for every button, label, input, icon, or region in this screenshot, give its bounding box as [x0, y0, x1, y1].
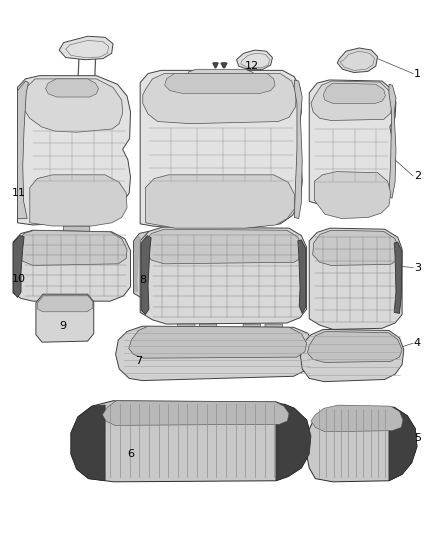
Polygon shape — [129, 326, 307, 358]
Polygon shape — [13, 236, 24, 297]
Polygon shape — [311, 405, 403, 432]
Polygon shape — [276, 404, 311, 481]
Polygon shape — [243, 324, 261, 340]
Polygon shape — [141, 236, 151, 314]
Polygon shape — [18, 81, 28, 219]
Polygon shape — [38, 295, 93, 312]
Polygon shape — [314, 172, 391, 219]
Polygon shape — [145, 229, 303, 264]
Polygon shape — [140, 227, 307, 324]
Polygon shape — [102, 401, 289, 425]
Text: 12: 12 — [245, 61, 259, 71]
Text: 1: 1 — [414, 69, 421, 78]
Text: 7: 7 — [135, 357, 142, 366]
Text: 9: 9 — [59, 321, 66, 331]
Polygon shape — [165, 74, 275, 93]
Polygon shape — [311, 81, 392, 120]
Polygon shape — [140, 70, 302, 228]
Text: 3: 3 — [414, 263, 421, 272]
Polygon shape — [389, 84, 396, 198]
Polygon shape — [294, 80, 302, 219]
Polygon shape — [313, 230, 399, 265]
Text: 6: 6 — [127, 449, 134, 459]
Polygon shape — [309, 80, 396, 208]
Polygon shape — [394, 242, 402, 313]
Text: 11: 11 — [12, 188, 26, 198]
Polygon shape — [298, 240, 306, 313]
Polygon shape — [59, 36, 113, 60]
Polygon shape — [13, 230, 131, 301]
Polygon shape — [71, 405, 105, 481]
Polygon shape — [188, 69, 253, 83]
Polygon shape — [53, 301, 88, 317]
Polygon shape — [199, 324, 217, 340]
Text: 8: 8 — [139, 276, 146, 285]
Text: 5: 5 — [414, 433, 421, 443]
Polygon shape — [30, 175, 127, 226]
Polygon shape — [177, 324, 195, 340]
Polygon shape — [116, 326, 314, 381]
Polygon shape — [337, 48, 378, 72]
Text: 10: 10 — [12, 274, 26, 284]
Polygon shape — [309, 228, 402, 329]
Polygon shape — [17, 230, 127, 265]
Polygon shape — [134, 231, 159, 298]
Polygon shape — [46, 79, 99, 97]
Polygon shape — [143, 74, 296, 124]
Text: 2: 2 — [414, 171, 421, 181]
Polygon shape — [71, 401, 311, 482]
Polygon shape — [64, 226, 90, 244]
Polygon shape — [307, 332, 402, 362]
Polygon shape — [265, 324, 283, 340]
Text: 4: 4 — [414, 338, 421, 348]
Polygon shape — [237, 50, 272, 69]
Polygon shape — [389, 407, 417, 481]
Polygon shape — [134, 236, 141, 292]
Polygon shape — [145, 175, 294, 228]
Polygon shape — [36, 294, 94, 342]
Polygon shape — [21, 79, 123, 132]
Polygon shape — [18, 76, 131, 225]
Polygon shape — [307, 406, 417, 482]
Polygon shape — [300, 329, 404, 382]
Polygon shape — [323, 83, 385, 103]
